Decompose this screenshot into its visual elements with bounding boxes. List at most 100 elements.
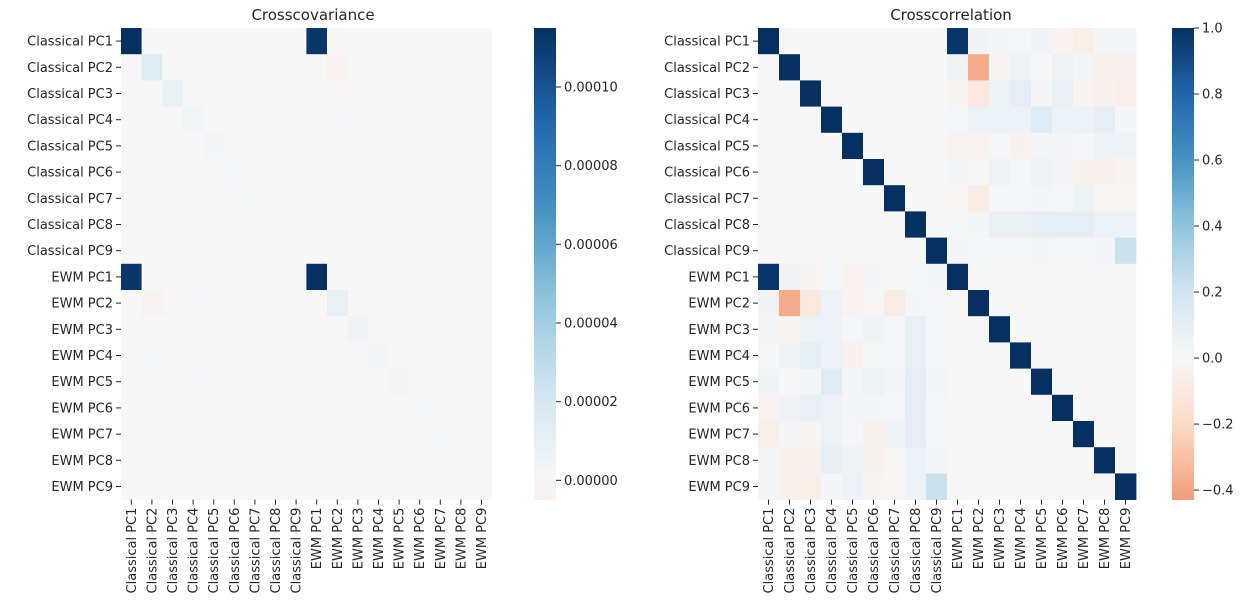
heatmap-cell — [409, 368, 431, 396]
heatmap-cell — [758, 185, 780, 212]
heatmap-cell — [224, 394, 245, 422]
heatmap-cell — [821, 342, 843, 369]
heatmap-cell — [224, 54, 245, 81]
heatmap-cell — [368, 28, 390, 55]
y-tick-label: EWM PC9 — [51, 480, 113, 495]
heatmap-cell — [1010, 28, 1032, 55]
heatmap-cell — [306, 185, 328, 212]
y-tick-label: Classical PC7 — [27, 192, 113, 207]
heatmap-cell — [224, 80, 245, 107]
crosscorrelation-panel: Crosscorrelation Classical PC1Classical … — [664, 6, 1233, 593]
heatmap-cell — [430, 447, 451, 474]
x-tick-label: EWM PC6 — [413, 508, 428, 570]
heatmap-cell — [947, 80, 969, 107]
heatmap-cell — [347, 106, 369, 134]
heatmap-cell — [368, 106, 390, 134]
x-tick-label: EWM PC1 — [310, 508, 325, 570]
heatmap-cell — [203, 132, 225, 160]
heatmap-cell — [471, 159, 493, 186]
heatmap-cell — [968, 185, 990, 212]
heatmap-cell — [141, 132, 163, 160]
x-tick-label: Classical PC8 — [269, 508, 284, 594]
heatmap-cell — [121, 159, 142, 186]
heatmap-cell — [471, 316, 493, 343]
crosscovariance-cells — [121, 28, 493, 500]
heatmap-cell — [884, 316, 906, 343]
heatmap-cell — [141, 342, 163, 369]
heatmap-cell — [471, 237, 493, 265]
heatmap-cell — [1115, 28, 1137, 55]
heatmap-cell — [162, 473, 184, 500]
heatmap-cell — [821, 159, 843, 186]
y-tick-label: EWM PC5 — [688, 375, 750, 390]
heatmap-cell — [884, 28, 906, 55]
heatmap-cell — [182, 54, 204, 81]
heatmap-cell — [203, 159, 225, 186]
heatmap-cell — [968, 447, 990, 474]
colorbar-tick-label: 0.00002 — [564, 395, 618, 410]
heatmap-cell — [450, 447, 472, 474]
heatmap-cell — [244, 263, 266, 291]
heatmap-cell — [926, 211, 948, 238]
heatmap-cell — [224, 106, 245, 134]
heatmap-cell — [244, 421, 266, 448]
heatmap-cell — [121, 80, 142, 107]
colorbar-tick-label: 0.00006 — [564, 238, 618, 253]
heatmap-cell — [327, 473, 348, 500]
heatmap-cell — [863, 237, 885, 265]
heatmap-cell — [121, 421, 142, 448]
heatmap-cell — [842, 394, 864, 422]
heatmap-cell — [779, 421, 801, 448]
heatmap-cell — [265, 80, 287, 107]
heatmap-cell — [409, 447, 431, 474]
heatmap-cell — [842, 106, 864, 134]
heatmap-cell — [450, 421, 472, 448]
heatmap-cell — [842, 342, 864, 369]
heatmap-cell — [471, 28, 493, 55]
heatmap-cell — [884, 263, 906, 291]
heatmap-cell — [203, 447, 225, 474]
heatmap-cell — [347, 263, 369, 291]
x-tick-label: EWM PC5 — [393, 508, 408, 570]
heatmap-cell — [244, 54, 266, 81]
heatmap-cell — [265, 421, 287, 448]
heatmap-cell — [327, 421, 348, 448]
heatmap-cell — [327, 54, 348, 81]
heatmap-cell — [368, 394, 390, 422]
heatmap-cell — [821, 132, 843, 160]
heatmap-cell — [141, 290, 163, 317]
y-tick-label: Classical PC2 — [664, 61, 750, 76]
heatmap-cell — [430, 263, 451, 291]
heatmap-cell — [926, 132, 948, 160]
heatmap-cell — [306, 159, 328, 186]
heatmap-cell — [1052, 80, 1074, 107]
heatmap-cell — [1010, 80, 1032, 107]
heatmap-cell — [162, 290, 184, 317]
heatmap-cell — [347, 211, 369, 238]
heatmap-cell — [430, 421, 451, 448]
heatmap-cell — [884, 368, 906, 396]
heatmap-cell — [1052, 54, 1074, 81]
heatmap-cell — [821, 290, 843, 317]
heatmap-cell — [141, 237, 163, 265]
heatmap-cell — [800, 290, 822, 317]
heatmap-cell — [1010, 263, 1032, 291]
heatmap-cell — [224, 316, 245, 343]
x-tick-label: EWM PC3 — [351, 508, 366, 570]
x-tick-label: EWM PC2 — [331, 508, 346, 570]
heatmap-cell — [285, 106, 307, 134]
heatmap-cell — [842, 237, 864, 265]
heatmap-cell — [1031, 421, 1053, 448]
heatmap-cell — [821, 54, 843, 81]
heatmap-cell — [203, 80, 225, 107]
x-tick-label: EWM PC8 — [454, 508, 469, 570]
heatmap-cell — [758, 368, 780, 396]
heatmap-cell — [863, 159, 885, 186]
heatmap-cell — [203, 263, 225, 291]
heatmap-cell — [121, 473, 142, 500]
x-tick-label: Classical PC7 — [888, 508, 903, 594]
colorbar-gradient — [1172, 28, 1194, 500]
x-tick-label: Classical PC6 — [867, 508, 882, 594]
heatmap-cell — [409, 106, 431, 134]
